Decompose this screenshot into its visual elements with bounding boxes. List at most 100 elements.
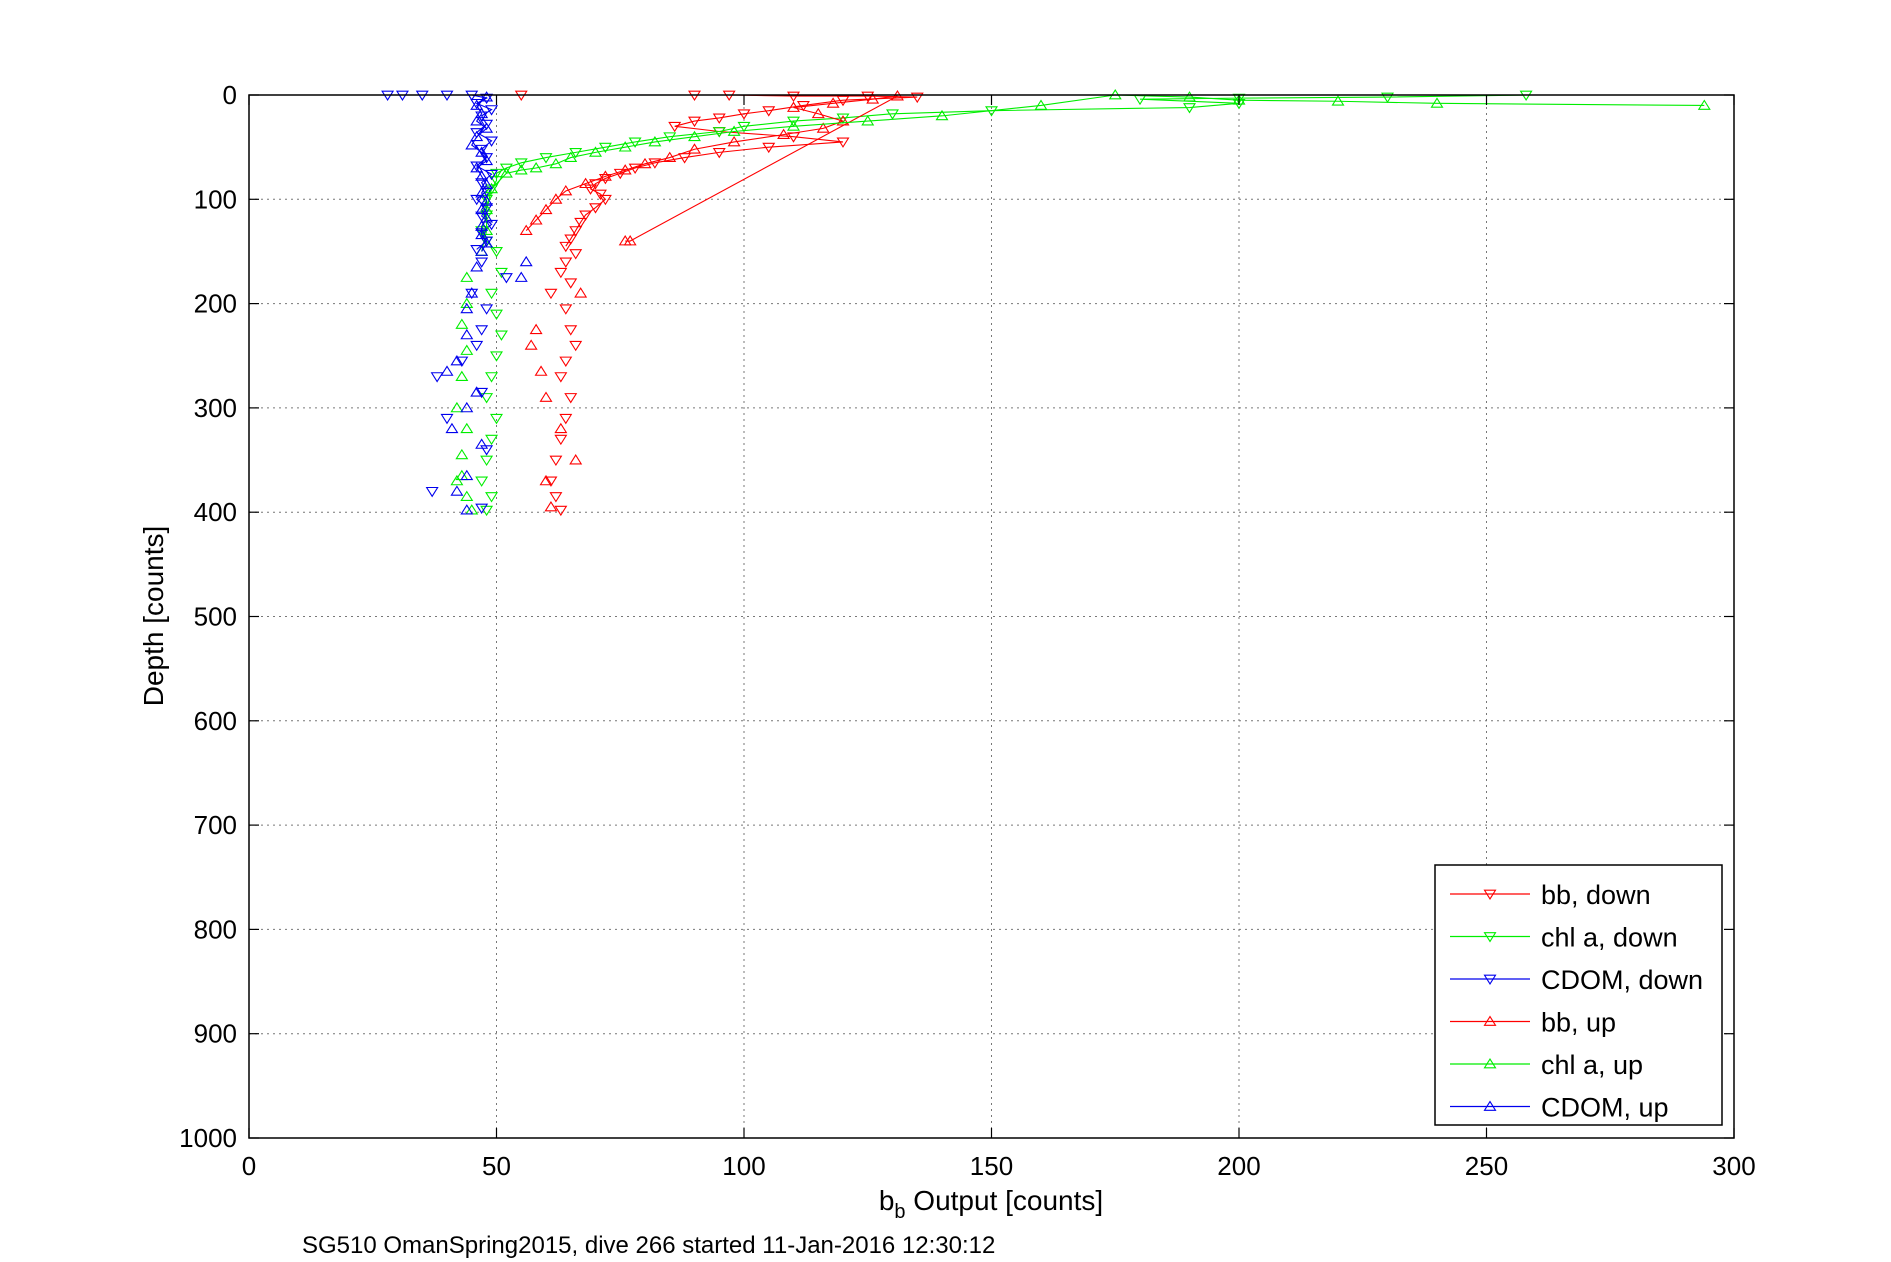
data-point	[440, 413, 454, 425]
data-point	[663, 132, 677, 143]
data-point	[569, 340, 583, 352]
data-point	[554, 422, 568, 434]
data-point	[910, 92, 924, 104]
data-point	[584, 184, 598, 195]
data-point	[475, 438, 489, 449]
data-point	[455, 356, 469, 367]
data-point	[485, 288, 499, 300]
data-point	[485, 169, 499, 181]
data-point	[450, 354, 464, 366]
data-point	[514, 271, 528, 282]
data-point	[688, 116, 701, 128]
data-point	[579, 177, 593, 189]
data-point	[470, 340, 484, 352]
data-point	[574, 217, 588, 229]
data-point	[460, 302, 474, 314]
y-tick-label: 700	[194, 810, 237, 840]
data-point	[460, 490, 474, 501]
y-tick-label: 800	[194, 914, 237, 944]
data-point	[475, 203, 489, 215]
data-point	[460, 469, 474, 481]
footer-text: SG510 OmanSpring2015, dive 266 started 1…	[302, 1232, 995, 1259]
data-point	[480, 91, 494, 102]
data-point	[1697, 99, 1711, 110]
data-point	[480, 505, 494, 517]
data-point	[539, 153, 553, 164]
data-point	[564, 278, 578, 289]
data-point	[494, 267, 508, 279]
data-point	[648, 135, 662, 147]
data-point	[514, 158, 528, 169]
data-point	[499, 273, 513, 284]
data-point	[564, 234, 578, 245]
data-point	[787, 101, 800, 112]
data-point	[737, 109, 751, 120]
data-point	[470, 386, 484, 397]
data-point	[455, 370, 469, 382]
data-point	[628, 137, 642, 148]
data-point	[539, 203, 553, 215]
data-point	[450, 474, 464, 486]
data-point	[1183, 91, 1196, 102]
data-point	[712, 127, 726, 138]
data-point	[727, 135, 741, 147]
data-point	[836, 115, 850, 126]
legend-item: bb, down	[1450, 880, 1651, 910]
data-point	[836, 113, 850, 124]
data-point	[460, 422, 474, 434]
y-tick-label: 200	[194, 289, 237, 319]
x-tick-label: 150	[970, 1151, 1013, 1181]
data-point	[598, 142, 612, 154]
data-point	[564, 325, 578, 336]
legend-label: chl a, up	[1541, 1050, 1643, 1080]
legend-marker	[1483, 1100, 1497, 1111]
data-point	[648, 158, 662, 169]
legend-item: bb, up	[1450, 1008, 1616, 1038]
data-point	[544, 500, 558, 512]
data-point	[470, 162, 484, 173]
data-point	[519, 224, 533, 235]
legend-marker	[1483, 889, 1497, 900]
data-point	[777, 128, 791, 140]
data-point	[787, 120, 800, 131]
legend-label: CDOM, down	[1541, 965, 1703, 995]
series-bb-up	[519, 90, 904, 512]
data-point	[529, 162, 543, 173]
data-point	[514, 164, 528, 175]
data-point	[475, 187, 489, 198]
data-point	[480, 153, 494, 164]
data-point	[519, 255, 533, 267]
data-point	[554, 434, 568, 446]
data-point	[539, 474, 553, 486]
data-point	[886, 109, 899, 120]
data-point	[480, 212, 494, 223]
data-point	[480, 122, 494, 133]
data-point	[470, 115, 484, 126]
data-point	[544, 288, 558, 300]
data-point	[480, 178, 494, 190]
data-point	[549, 157, 563, 169]
data-point	[425, 486, 439, 498]
data-point	[737, 121, 751, 133]
data-point	[727, 125, 741, 136]
data-point	[559, 241, 573, 253]
data-point	[460, 328, 474, 340]
data-point	[866, 93, 880, 104]
data-point	[628, 163, 642, 174]
data-point	[480, 154, 494, 166]
data-point	[569, 147, 583, 159]
y-tick-label: 600	[194, 706, 237, 736]
data-point	[618, 141, 632, 152]
y-tick-label: 300	[194, 393, 237, 423]
data-point	[559, 257, 573, 268]
data-point	[485, 434, 499, 446]
data-point	[475, 503, 489, 515]
data-point	[475, 245, 489, 256]
data-point	[480, 304, 494, 315]
data-point	[559, 304, 573, 315]
data-point	[470, 128, 484, 139]
data-point	[485, 136, 499, 147]
legend-marker	[1483, 1058, 1497, 1069]
data-point	[787, 91, 800, 103]
data-point	[460, 297, 474, 309]
